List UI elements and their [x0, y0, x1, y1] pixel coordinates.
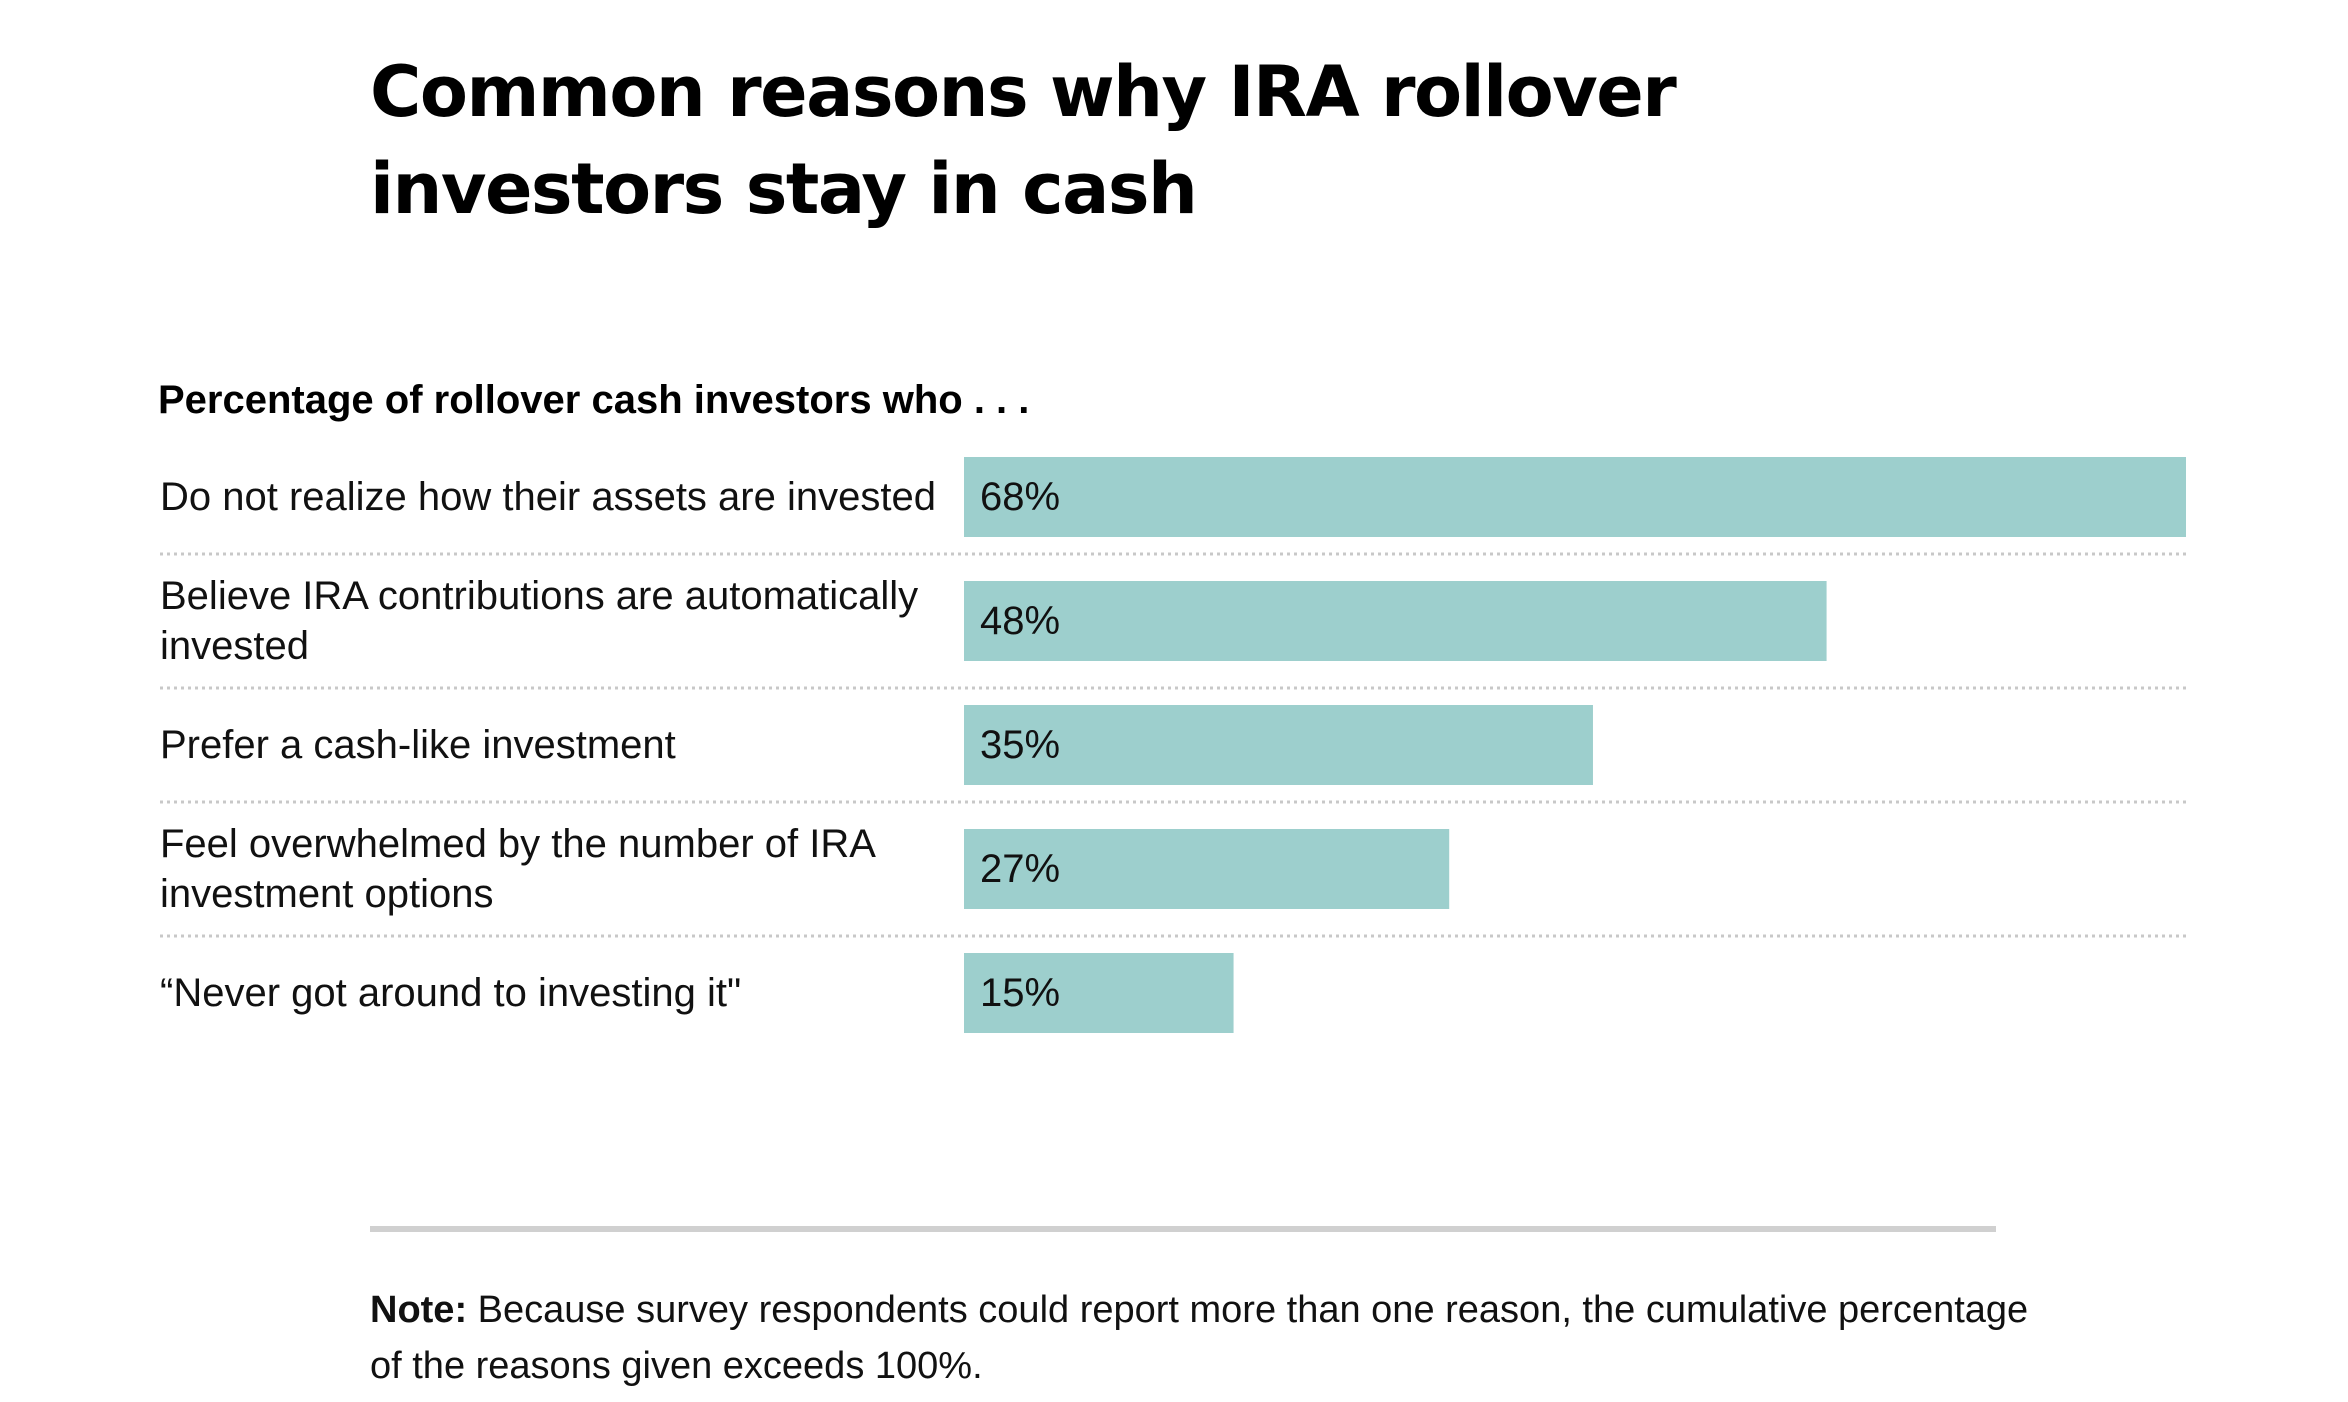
note-label: Note:	[370, 1289, 468, 1331]
category-label-line: Feel overwhelmed by the number of IRA	[160, 822, 876, 866]
category-label-line: Prefer a cash-like investment	[160, 723, 676, 767]
category-label-line: investment options	[160, 872, 494, 916]
category-label-line: “Never got around to investing it"	[160, 971, 741, 1015]
bar-2	[964, 581, 1827, 661]
bar-value-label: 27%	[980, 847, 1060, 891]
bar-3	[964, 705, 1593, 785]
note-text: Because survey respondents could report …	[370, 1289, 2029, 1387]
chart-subtitle: Percentage of rollover cash investors wh…	[158, 378, 1030, 422]
category-label-line: Do not realize how their assets are inve…	[160, 475, 936, 519]
category-label: Prefer a cash-like investment	[160, 723, 676, 767]
bar-value-label: 48%	[980, 599, 1060, 643]
category-label-line: invested	[160, 624, 309, 668]
bar-value-label: 15%	[980, 971, 1060, 1015]
category-label: Do not realize how their assets are inve…	[160, 475, 936, 519]
bar-4	[964, 829, 1450, 909]
category-label: Feel overwhelmed by the number of IRA inv…	[160, 822, 876, 916]
bar-value-label: 68%	[980, 475, 1060, 519]
chart-note: Note: Because survey respondents could r…	[370, 1282, 2050, 1394]
category-label: “Never got around to investing it"	[160, 971, 741, 1015]
chart-title: Common reasons why IRA rollover investor…	[370, 51, 1677, 230]
category-label-line: Believe IRA contributions are automatica…	[160, 574, 918, 618]
bar-1	[964, 457, 2186, 537]
bar-5	[964, 953, 1234, 1033]
bar-value-label: 35%	[980, 723, 1060, 767]
category-label: Believe IRA contributions are automatica…	[160, 574, 918, 668]
footer-rule	[370, 1226, 1996, 1232]
